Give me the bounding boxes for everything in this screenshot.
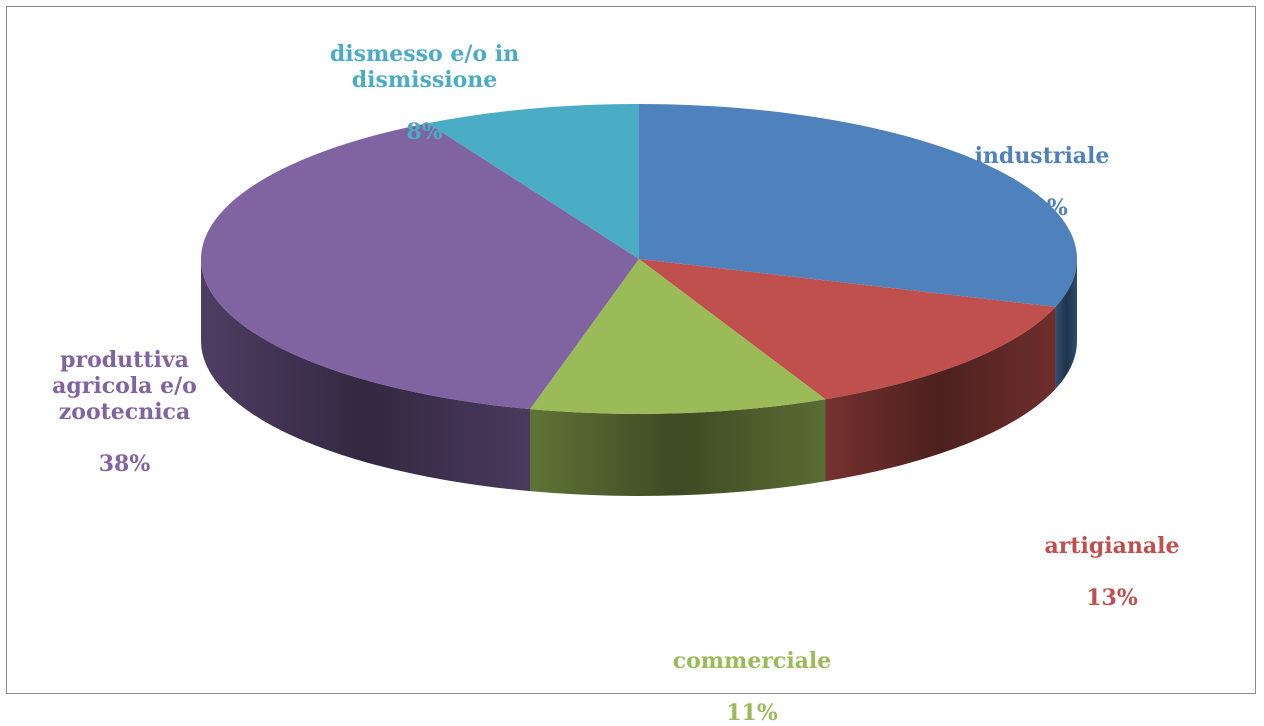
pie-chart (201, 104, 1077, 496)
slice-side-shade-2 (530, 399, 826, 496)
slice-side-shade-1 (825, 306, 1056, 482)
slice-side-shade-0 (1055, 259, 1077, 389)
chart-frame: industriale 30% artigianale 13% commerci… (6, 6, 1256, 726)
slice-label: artigianale (1044, 533, 1180, 559)
slice-percent: 30% (1016, 195, 1068, 221)
slice-percent: 38% (98, 451, 151, 477)
slice-top-0 (639, 104, 1077, 307)
label-dismesso: dismesso e/o in dismissione 8% (307, 15, 542, 145)
label-produttiva: produttiva agricola e/o zootecnica 38% (17, 321, 232, 477)
slice-top-4 (427, 104, 639, 259)
slice-top-1 (639, 259, 1056, 400)
slice-side-shade-3 (201, 259, 531, 492)
slice-top-3 (201, 123, 639, 410)
label-commerciale: commerciale 11% (637, 622, 867, 726)
label-industriale: industriale 30% (927, 117, 1157, 221)
label-artigianale: artigianale 13% (1012, 507, 1212, 611)
slice-top-2 (530, 259, 826, 414)
slice-percent: 11% (726, 700, 778, 726)
slice-percent: 8% (406, 119, 443, 145)
slice-label: industriale (974, 143, 1110, 169)
slice-label: commerciale (672, 648, 832, 674)
slice-label: dismesso e/o in dismissione (329, 41, 520, 93)
slice-percent: 13% (1086, 585, 1138, 611)
slice-label: produttiva agricola e/o zootecnica (52, 347, 197, 425)
